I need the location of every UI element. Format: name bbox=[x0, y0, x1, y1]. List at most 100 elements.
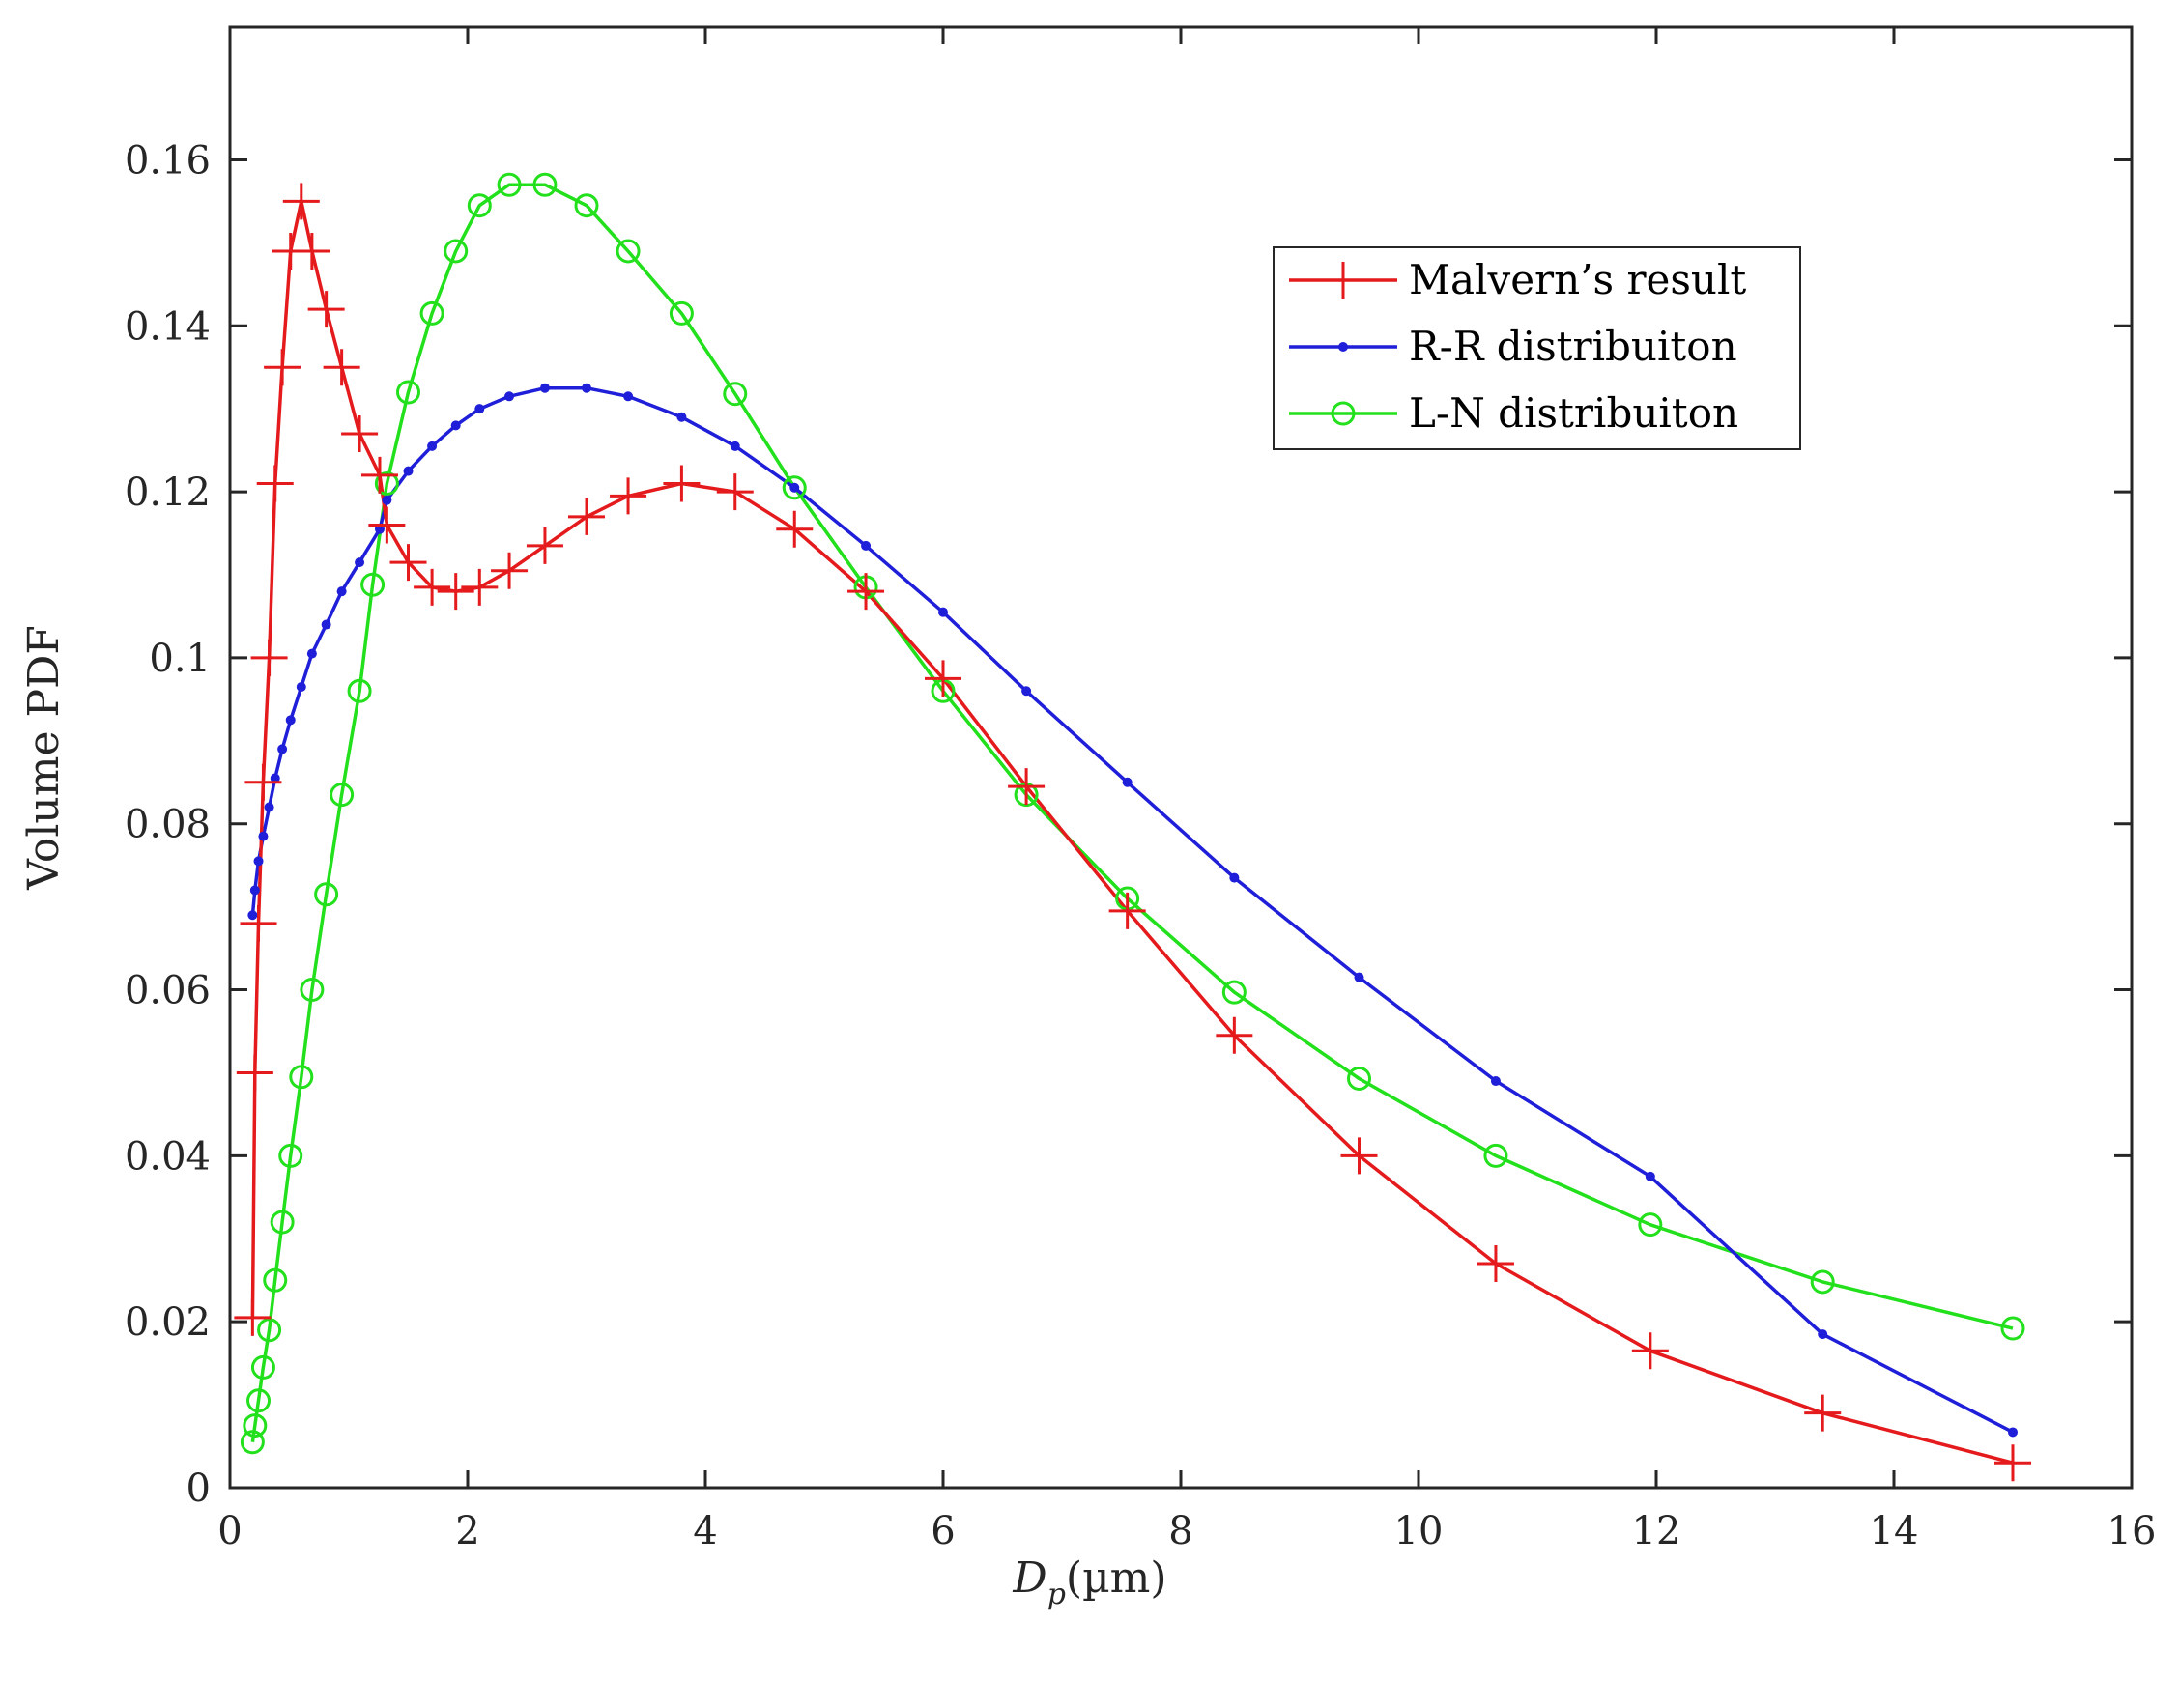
data-point-malvern bbox=[461, 568, 499, 606]
data-point-malvern bbox=[1994, 1444, 2031, 1482]
plot-area bbox=[228, 25, 2134, 1490]
data-point-ln bbox=[257, 1318, 282, 1343]
x-tick-label: 16 bbox=[2107, 1509, 2157, 1553]
data-point-rr bbox=[474, 404, 485, 414]
x-axis-label: Dp(µm) bbox=[1012, 1553, 1166, 1611]
data-point-malvern bbox=[1804, 1394, 1842, 1432]
data-point-rr bbox=[504, 391, 515, 402]
data-point-malvern bbox=[414, 568, 451, 606]
y-tick-label: 0.04 bbox=[125, 1134, 211, 1179]
data-point-rr bbox=[1229, 872, 1240, 883]
data-point-malvern bbox=[341, 414, 379, 452]
data-point-ln bbox=[2000, 1316, 2025, 1341]
data-point-rr bbox=[1021, 686, 1032, 697]
data-point-rr bbox=[374, 524, 385, 534]
x-tick-label: 4 bbox=[693, 1509, 717, 1553]
data-point-rr bbox=[2008, 1427, 2018, 1438]
legend-marker-ln bbox=[1331, 401, 1356, 426]
data-point-ln bbox=[574, 193, 599, 218]
data-point-ln bbox=[616, 239, 641, 264]
data-point-ln bbox=[419, 300, 444, 326]
data-point-malvern bbox=[264, 349, 301, 386]
data-point-rr bbox=[427, 441, 438, 451]
y-tick-label: 0.02 bbox=[125, 1300, 211, 1345]
data-point-rr bbox=[285, 715, 296, 726]
data-point-ln bbox=[347, 678, 372, 703]
data-point-rr bbox=[1354, 972, 1364, 982]
axis-ticks: 0 2 4 6 8 10 12 14 16 0 0.02 0.04 0.06 0.08 0.1 0.12 0.1… bbox=[125, 27, 2157, 1553]
data-point-rr bbox=[861, 540, 872, 551]
x-tick-label: 14 bbox=[1870, 1509, 1919, 1553]
data-point-ln bbox=[444, 239, 469, 264]
data-point-rr bbox=[789, 482, 800, 493]
y-tick-label: 0.1 bbox=[149, 637, 211, 681]
data-point-rr bbox=[270, 773, 280, 783]
data-point-ln bbox=[330, 783, 355, 808]
legend-label-rr: R-R distribuiton bbox=[1409, 323, 1737, 370]
data-point-rr bbox=[253, 856, 264, 867]
y-tick-label: 0.16 bbox=[125, 138, 211, 183]
data-point-ln bbox=[1638, 1212, 1663, 1238]
data-point-malvern bbox=[526, 527, 563, 564]
data-point-malvern bbox=[234, 1298, 272, 1336]
data-point-rr bbox=[623, 391, 634, 402]
data-point-ln bbox=[1810, 1269, 1835, 1295]
data-point-malvern bbox=[610, 477, 647, 515]
data-point-malvern bbox=[244, 763, 282, 801]
data-point-ln bbox=[243, 1413, 268, 1438]
data-point-ln bbox=[723, 382, 748, 407]
data-point-malvern bbox=[491, 552, 529, 589]
series-line-malvern bbox=[250, 199, 2014, 1465]
data-point-rr bbox=[403, 466, 414, 476]
data-point-malvern bbox=[1340, 1137, 1378, 1175]
data-point-ln bbox=[497, 172, 522, 197]
data-point-rr bbox=[336, 586, 347, 597]
x-axis-label-symbol: D bbox=[1012, 1553, 1046, 1603]
data-point-rr bbox=[1818, 1329, 1828, 1340]
data-point-ln bbox=[1347, 1066, 1371, 1091]
data-point-ln bbox=[396, 380, 420, 405]
data-point-rr bbox=[355, 557, 365, 568]
data-point-rr bbox=[277, 744, 288, 754]
y-tick-label: 0.12 bbox=[125, 470, 211, 515]
data-point-malvern bbox=[236, 1054, 273, 1092]
data-point-rr bbox=[1490, 1076, 1501, 1087]
data-point-malvern bbox=[847, 573, 885, 611]
y-tick-label: 0.14 bbox=[125, 304, 211, 349]
x-tick-label: 10 bbox=[1394, 1509, 1444, 1553]
data-point-ln bbox=[374, 471, 399, 496]
data-point-malvern bbox=[1216, 1016, 1253, 1054]
data-point-malvern bbox=[568, 498, 605, 535]
data-point-ln bbox=[240, 1430, 265, 1455]
data-point-rr bbox=[247, 910, 258, 921]
x-tick-label: 6 bbox=[931, 1509, 955, 1553]
data-point-rr bbox=[249, 885, 260, 896]
data-point-rr bbox=[306, 648, 317, 659]
data-point-malvern bbox=[256, 465, 294, 502]
data-point-rr bbox=[296, 681, 306, 692]
data-point-ln bbox=[250, 1354, 275, 1380]
y-tick-label: 0.06 bbox=[125, 969, 211, 1013]
data-point-ln bbox=[300, 978, 325, 1003]
data-point-rr bbox=[1122, 777, 1133, 787]
data-point-ln bbox=[263, 1267, 288, 1293]
data-point-malvern bbox=[437, 573, 474, 611]
legend-marker-rr bbox=[1338, 342, 1348, 352]
data-point-rr bbox=[382, 495, 392, 505]
data-point-rr bbox=[1645, 1171, 1655, 1181]
legend-label-ln: L-N distribuiton bbox=[1409, 389, 1738, 437]
data-point-malvern bbox=[1008, 768, 1046, 806]
x-axis-label-unit: (µm) bbox=[1066, 1553, 1167, 1603]
y-tick-label: 0 bbox=[186, 1466, 211, 1511]
series-line-rr bbox=[250, 385, 2014, 1434]
data-point-malvern bbox=[776, 510, 814, 548]
legend: Malvern’s result R-R distribuiton L-N dist… bbox=[1273, 246, 1801, 450]
data-point-malvern bbox=[389, 544, 427, 582]
data-point-malvern bbox=[1108, 892, 1146, 929]
data-point-ln bbox=[669, 300, 694, 326]
data-point-malvern bbox=[307, 291, 345, 328]
data-point-rr bbox=[450, 420, 461, 431]
data-point-malvern bbox=[925, 660, 961, 697]
data-point-ln bbox=[532, 172, 558, 197]
